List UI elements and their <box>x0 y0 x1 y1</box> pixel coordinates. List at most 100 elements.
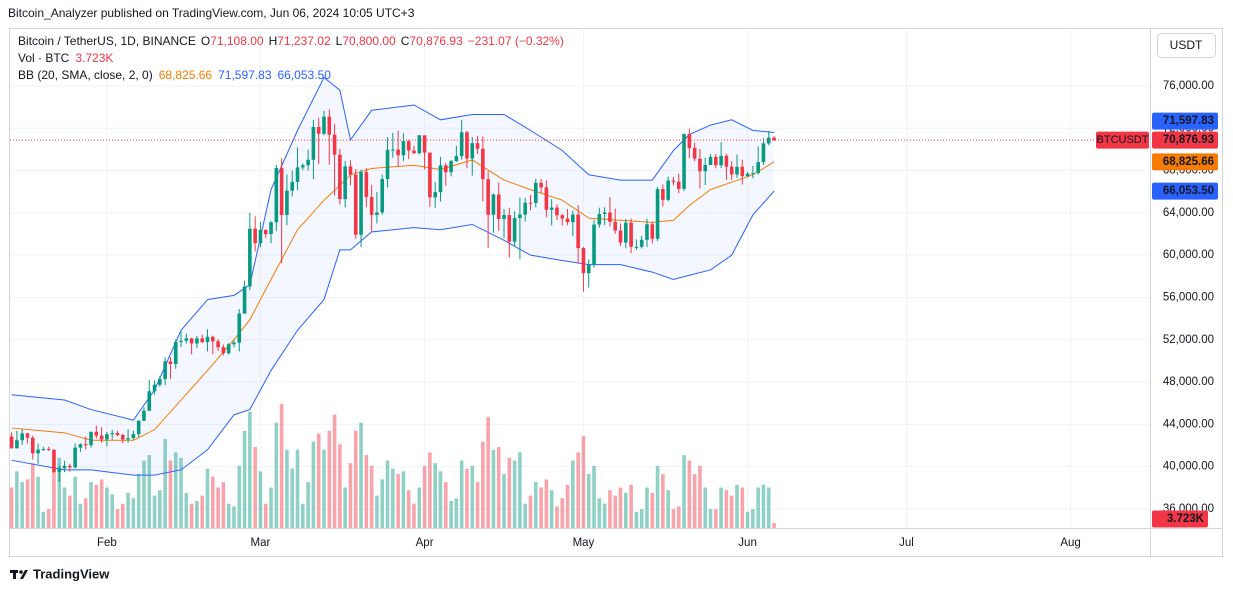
candle-body <box>724 155 729 167</box>
symbol-title: Bitcoin / TetherUS, 1D, BINANCE <box>18 34 196 48</box>
candle-body <box>253 228 257 244</box>
candle-body <box>481 148 485 180</box>
candle-body <box>597 214 602 225</box>
candle-body <box>491 194 496 215</box>
volume-bar <box>412 503 416 528</box>
candle-body <box>401 141 406 156</box>
volume-bar <box>290 468 295 528</box>
y-tick-label: 48,000.00 <box>1163 376 1214 388</box>
volume-bar <box>316 433 321 528</box>
price-change: −231.07 (−0.32%) <box>468 34 564 48</box>
ohlc-value: 71,108.00 <box>210 34 264 48</box>
volume-bar <box>597 498 602 528</box>
candle-body <box>126 438 130 440</box>
volume-bar <box>364 455 369 528</box>
candle-body <box>89 431 93 446</box>
candle-body <box>639 239 644 247</box>
volume-bar <box>417 487 422 528</box>
volume-bar <box>120 503 125 528</box>
currency-button[interactable] <box>1157 33 1216 58</box>
volume-bar <box>507 457 512 528</box>
candle-body <box>73 447 77 468</box>
candle-body <box>168 361 173 365</box>
candle-body <box>502 215 506 219</box>
volume-bar <box>655 465 660 528</box>
candle-body <box>682 134 686 189</box>
candle-body <box>745 173 750 176</box>
candle-body <box>565 218 570 223</box>
x-tick-label: Mar <box>251 537 271 549</box>
candle-body <box>613 221 618 231</box>
legend-line: Vol · BTC 3.723K <box>18 51 113 65</box>
candle-body <box>438 165 443 193</box>
candle-body <box>142 410 146 421</box>
candle-body <box>507 215 512 242</box>
volume-bar <box>242 430 247 528</box>
volume-bar <box>385 460 390 528</box>
volume-bar <box>687 460 692 528</box>
candle-body <box>756 162 760 174</box>
candle-body <box>221 347 226 354</box>
volume-bar <box>338 444 342 528</box>
bb-upper-badge <box>1152 112 1218 130</box>
x-tick-label: Apr <box>416 537 434 549</box>
candle-body <box>544 187 549 210</box>
x-tick-label: Aug <box>1060 537 1080 549</box>
candle-body <box>417 135 422 154</box>
candle-body <box>729 166 734 175</box>
candle-body <box>624 222 628 243</box>
legend-line: BB (20, SMA, close, 2, 0) 68,825.66 71,597… <box>18 68 331 82</box>
candle-body <box>412 150 416 154</box>
candle-body <box>46 449 51 451</box>
currency-label[interactable]: USDT <box>1170 38 1203 52</box>
candle-body <box>486 179 490 215</box>
volume-bar <box>20 482 24 528</box>
volume-bar <box>15 471 19 528</box>
candle-body <box>369 196 374 215</box>
bb-basis-badge <box>1152 153 1218 171</box>
y-tick-label: 64,000.00 <box>1163 207 1214 219</box>
volume-bar <box>301 503 305 528</box>
candle-body <box>200 338 205 343</box>
volume-bar <box>565 484 570 528</box>
volume-bar <box>258 471 263 528</box>
volume-bar <box>332 414 337 528</box>
y-tick-label: 40,000.00 <box>1163 461 1214 473</box>
volume-value: 3.723K <box>75 51 113 65</box>
candle-body <box>433 192 437 198</box>
volume-bar <box>703 487 708 528</box>
candle-body <box>555 207 559 216</box>
candle-body <box>295 167 300 182</box>
volume-bar <box>692 474 697 528</box>
volume-bar <box>465 468 469 528</box>
candle-body <box>353 174 358 235</box>
candle-body <box>661 189 665 200</box>
candle-body <box>751 173 755 175</box>
candle-body <box>290 181 295 191</box>
candle-body <box>279 168 284 215</box>
volume-bar <box>158 490 162 528</box>
volume-bar <box>253 447 257 528</box>
volume-bar <box>518 452 522 528</box>
volume-bar <box>78 503 83 528</box>
candle-body <box>523 202 527 215</box>
candle-body <box>475 143 480 149</box>
volume-bar <box>470 465 475 528</box>
bb-basis-value: 68,825.66 <box>159 68 213 82</box>
candle-body <box>179 340 183 342</box>
candle-body <box>634 246 639 248</box>
candle-body <box>645 224 649 240</box>
candle-body <box>671 180 676 182</box>
ohlc-label: C <box>401 34 410 48</box>
volume-bar <box>83 498 88 528</box>
candle-body <box>549 207 554 210</box>
bb-lower-badge-label: 66,053.50 <box>1163 185 1214 197</box>
volume-bar <box>608 490 612 528</box>
volume-bar <box>666 490 670 528</box>
candle-body <box>189 338 194 344</box>
candle-body <box>655 189 660 239</box>
candle-body <box>512 218 517 242</box>
volume-bar <box>586 474 591 528</box>
volume-bar <box>761 484 766 528</box>
volume-bar <box>486 417 490 528</box>
